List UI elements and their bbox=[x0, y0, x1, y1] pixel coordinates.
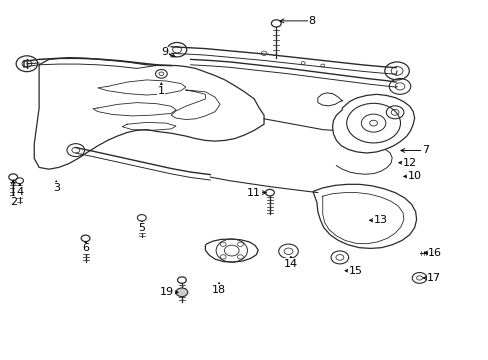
Text: 8: 8 bbox=[308, 16, 315, 26]
Polygon shape bbox=[332, 94, 414, 153]
Text: 17: 17 bbox=[427, 273, 440, 283]
Circle shape bbox=[176, 288, 187, 297]
Text: 14: 14 bbox=[284, 258, 297, 269]
Text: 19: 19 bbox=[160, 287, 174, 297]
Text: 15: 15 bbox=[348, 266, 362, 276]
Text: 9: 9 bbox=[162, 47, 168, 57]
Text: 5: 5 bbox=[138, 222, 145, 233]
Text: 3: 3 bbox=[53, 183, 60, 193]
Polygon shape bbox=[205, 239, 258, 262]
Text: 11: 11 bbox=[247, 188, 261, 198]
Polygon shape bbox=[34, 58, 264, 169]
Text: 7: 7 bbox=[421, 145, 428, 156]
Text: 4: 4 bbox=[16, 186, 23, 197]
Polygon shape bbox=[312, 184, 416, 248]
Text: 10: 10 bbox=[407, 171, 421, 181]
Text: 16: 16 bbox=[427, 248, 441, 258]
Text: 18: 18 bbox=[212, 285, 225, 295]
Text: 1: 1 bbox=[158, 86, 164, 96]
Text: 13: 13 bbox=[373, 215, 386, 225]
Text: 12: 12 bbox=[402, 158, 416, 168]
Text: 2: 2 bbox=[10, 197, 17, 207]
Text: 6: 6 bbox=[82, 243, 89, 253]
